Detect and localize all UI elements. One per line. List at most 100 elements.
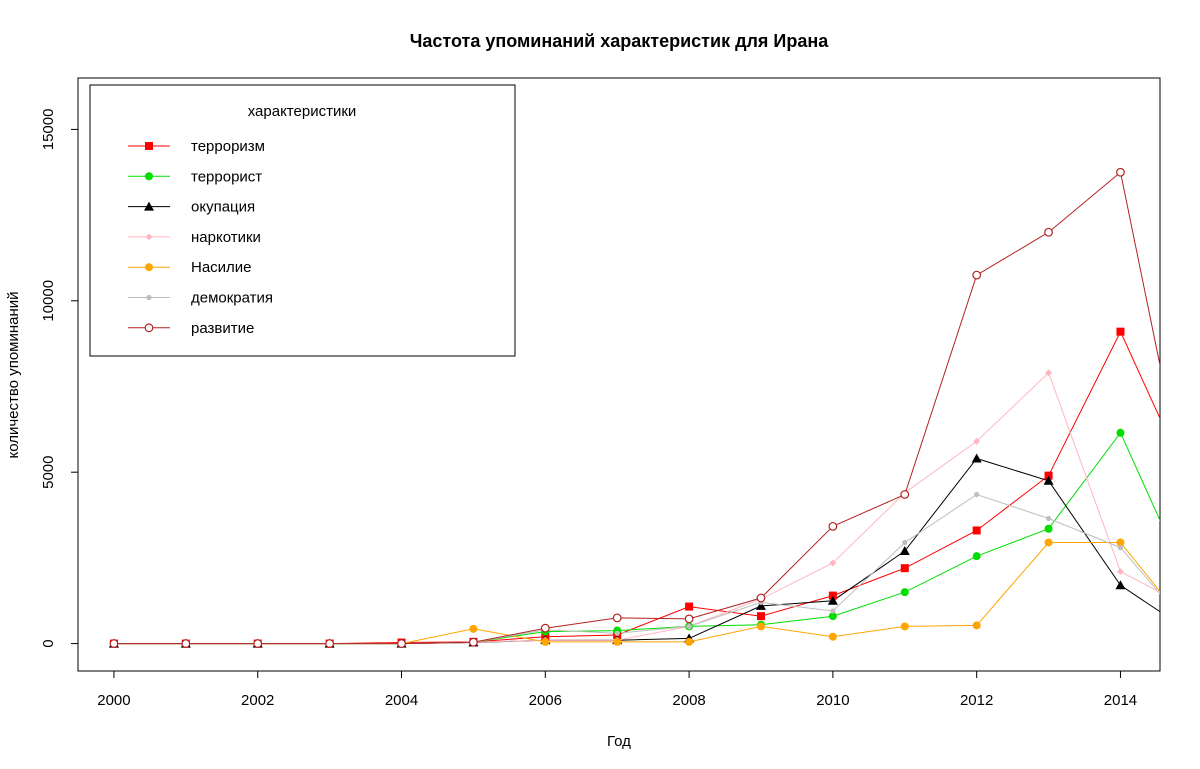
- data-point: [829, 559, 837, 567]
- data-point: [828, 612, 837, 621]
- legend-marker: [145, 142, 153, 150]
- data-point: [900, 588, 909, 597]
- y-axis-label: количество упоминаний: [5, 291, 22, 458]
- legend-marker: [144, 201, 154, 211]
- data-point: [828, 632, 837, 641]
- data-point: [1044, 524, 1053, 533]
- data-point: [469, 624, 478, 633]
- x-tick-label: 2012: [960, 692, 993, 709]
- y-tick-label: 15000: [40, 109, 57, 151]
- data-point: [1044, 538, 1053, 547]
- legend-label: окупация: [191, 199, 255, 216]
- data-point: [685, 637, 694, 646]
- data-point: [974, 491, 980, 498]
- data-point: [397, 639, 406, 648]
- data-point: [1116, 167, 1125, 177]
- data-point: [900, 490, 910, 499]
- data-point: [541, 637, 550, 646]
- y-tick-label: 5000: [40, 456, 57, 489]
- data-point: [540, 623, 550, 633]
- chart-title: Частота упоминаний характеристик для Ира…: [410, 31, 830, 51]
- y-axis: 0 5000 10000 15000: [40, 109, 79, 648]
- data-point: [1045, 369, 1053, 377]
- data-point: [756, 622, 765, 631]
- data-point: [469, 637, 478, 647]
- data-point: [1188, 485, 1196, 493]
- data-point: [1116, 538, 1125, 547]
- data-point: [1116, 428, 1125, 437]
- data-point: [899, 546, 910, 556]
- data-point: [828, 521, 838, 531]
- data-point: [684, 614, 694, 624]
- x-tick-label: 2000: [97, 692, 130, 709]
- data-point: [756, 593, 766, 603]
- legend-marker: [145, 233, 153, 241]
- legend-label: терроризм: [191, 138, 265, 155]
- x-tick-label: 2004: [385, 692, 418, 709]
- x-tick-label: 2010: [816, 692, 849, 709]
- data-point: [972, 621, 981, 630]
- legend-label: террорист: [191, 168, 262, 185]
- data-point: [971, 453, 982, 463]
- data-point: [253, 639, 263, 648]
- data-point: [755, 600, 766, 610]
- legend-marker: [146, 294, 152, 301]
- data-point: [828, 591, 837, 600]
- x-tick-label: 2002: [241, 692, 274, 709]
- x-tick-label: 2006: [529, 692, 562, 709]
- legend-label: развитие: [191, 320, 254, 337]
- series-line: [113, 371, 1160, 645]
- legend: характеристики терроризм террорист окупаци…: [89, 84, 516, 357]
- data-point: [756, 612, 765, 621]
- series-line: [113, 457, 1160, 645]
- data-point: [614, 630, 620, 636]
- x-tick-label: 2014: [1104, 692, 1137, 709]
- data-point: [325, 639, 335, 648]
- data-point: [612, 613, 622, 623]
- legend-label: Насилие: [191, 259, 252, 276]
- data-point: [1188, 628, 1196, 636]
- data-point: [972, 526, 981, 535]
- data-point: [1044, 227, 1053, 237]
- data-point: [1189, 606, 1196, 613]
- y-tick-label: 10000: [40, 280, 57, 322]
- data-point: [900, 622, 909, 631]
- series-layer: [108, 167, 1197, 648]
- data-point: [900, 564, 909, 573]
- data-point: [685, 602, 694, 611]
- data-point: [1045, 515, 1052, 522]
- data-point: [181, 639, 191, 648]
- data-point: [109, 639, 119, 648]
- data-point: [1043, 475, 1054, 485]
- y-tick-label: 0: [40, 639, 57, 647]
- x-tick-label: 2008: [672, 692, 705, 709]
- data-point: [1115, 580, 1126, 590]
- legend-box: [89, 84, 516, 357]
- data-point: [1116, 327, 1125, 336]
- data-point: [1190, 629, 1195, 634]
- data-point: [972, 270, 982, 280]
- series-line: [113, 431, 1160, 645]
- data-point: [613, 637, 622, 646]
- legend-marker: [144, 323, 154, 333]
- data-point: [973, 437, 981, 445]
- data-point: [830, 608, 836, 614]
- legend-title: характеристики: [248, 103, 357, 120]
- data-point: [1117, 545, 1124, 551]
- data-point: [1188, 588, 1196, 596]
- data-point: [972, 552, 981, 561]
- data-point: [902, 539, 908, 546]
- data-point: [1187, 628, 1197, 637]
- data-point: [1116, 568, 1124, 576]
- series-line: [113, 171, 1160, 645]
- series-line: [113, 330, 1160, 645]
- x-axis: 2000 2002 2004 2006 2008 2010 2012 2014: [97, 670, 1137, 709]
- legend-marker: [145, 263, 153, 272]
- data-point: [827, 595, 838, 605]
- data-point: [686, 623, 692, 630]
- x-axis-label: Год: [607, 733, 631, 750]
- legend-label: наркотики: [191, 229, 261, 246]
- data-point: [1189, 520, 1197, 528]
- data-point: [1044, 471, 1053, 480]
